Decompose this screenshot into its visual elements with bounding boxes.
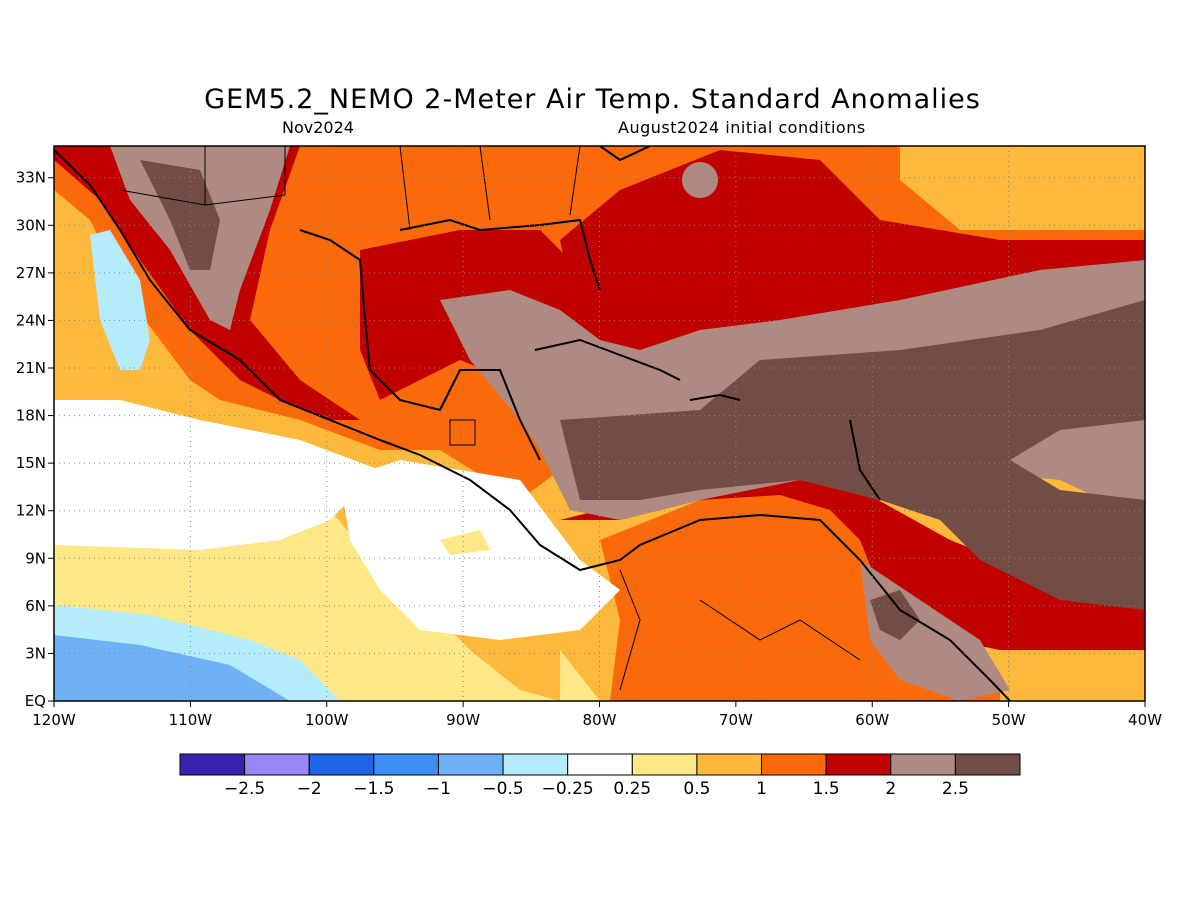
y-tick-label: 6N	[25, 597, 46, 615]
x-tick-label: 50W	[992, 711, 1026, 729]
y-tick-label: 9N	[25, 549, 46, 567]
colorbar: −2.5 −2 −1.5 −1 −0.5 −0.25 0.25 0.5 1 1.5 2 2.5	[179, 753, 1021, 799]
colorbar-swatch	[890, 753, 956, 776]
y-tick-label: 12N	[16, 502, 46, 520]
colorbar-label: −2.5	[224, 779, 265, 799]
grid-lines	[54, 146, 1145, 701]
borders	[119, 146, 861, 691]
y-tick-label: 3N	[25, 644, 46, 662]
y-tick-label: 30N	[16, 216, 46, 234]
x-tick-label: 90W	[446, 711, 480, 729]
colorbar-swatch	[308, 753, 375, 776]
y-tick-label: 21N	[16, 359, 46, 377]
colorbar-label: 1	[756, 779, 767, 799]
coastlines	[54, 146, 1011, 701]
initial-conditions: August2024 initial conditions	[618, 118, 866, 137]
colorbar-label: 0.5	[683, 779, 710, 799]
colorbar-label: −2	[297, 779, 322, 799]
y-tick-label: 33N	[16, 169, 46, 187]
colorbar-label: −1	[426, 779, 451, 799]
colorbar-swatch	[954, 753, 1021, 776]
colorbar-swatch	[631, 753, 698, 776]
x-axis: 120W 110W 100W 90W 80W 70W 60W 50W 40W	[32, 701, 1162, 729]
colorbar-label: 2.5	[942, 779, 969, 799]
colorbar-label: 0.25	[613, 779, 651, 799]
colorbar-label: −1.5	[353, 779, 394, 799]
y-axis: EQ 3N 6N 9N 12N 15N 18N 21N 24N 27N 30N 33N	[16, 169, 54, 710]
colorbar-swatch	[502, 753, 569, 776]
colorbar-swatch	[567, 753, 633, 776]
colorbar-label: 2	[885, 779, 896, 799]
colorbar-label: −0.25	[542, 779, 594, 799]
colorbar-label: 1.5	[813, 779, 840, 799]
x-tick-label: 100W	[305, 711, 349, 729]
colorbar-swatch	[761, 753, 827, 776]
anomaly-field	[54, 146, 1145, 701]
y-tick-label: 18N	[16, 407, 46, 425]
colorbar-swatch	[179, 753, 246, 776]
colorbar-swatch	[696, 753, 763, 776]
colorbar-swatch	[373, 753, 439, 776]
x-tick-label: 70W	[719, 711, 753, 729]
y-tick-label: EQ	[25, 692, 46, 710]
chart-title: GEM5.2_NEMO 2-Meter Air Temp. Standard A…	[204, 84, 981, 115]
colorbar-label: −0.5	[482, 779, 523, 799]
colorbar-swatch	[244, 753, 310, 776]
x-tick-label: 120W	[32, 711, 76, 729]
forecast-month: Nov2024	[282, 118, 354, 137]
y-tick-label: 27N	[16, 264, 46, 282]
x-tick-label: 40W	[1128, 711, 1162, 729]
y-tick-label: 24N	[16, 311, 46, 329]
colorbar-swatch	[825, 753, 892, 776]
x-tick-label: 60W	[855, 711, 889, 729]
y-tick-label: 15N	[16, 454, 46, 472]
x-tick-label: 110W	[169, 711, 213, 729]
x-tick-label: 80W	[583, 711, 617, 729]
colorbar-swatch	[437, 753, 504, 776]
